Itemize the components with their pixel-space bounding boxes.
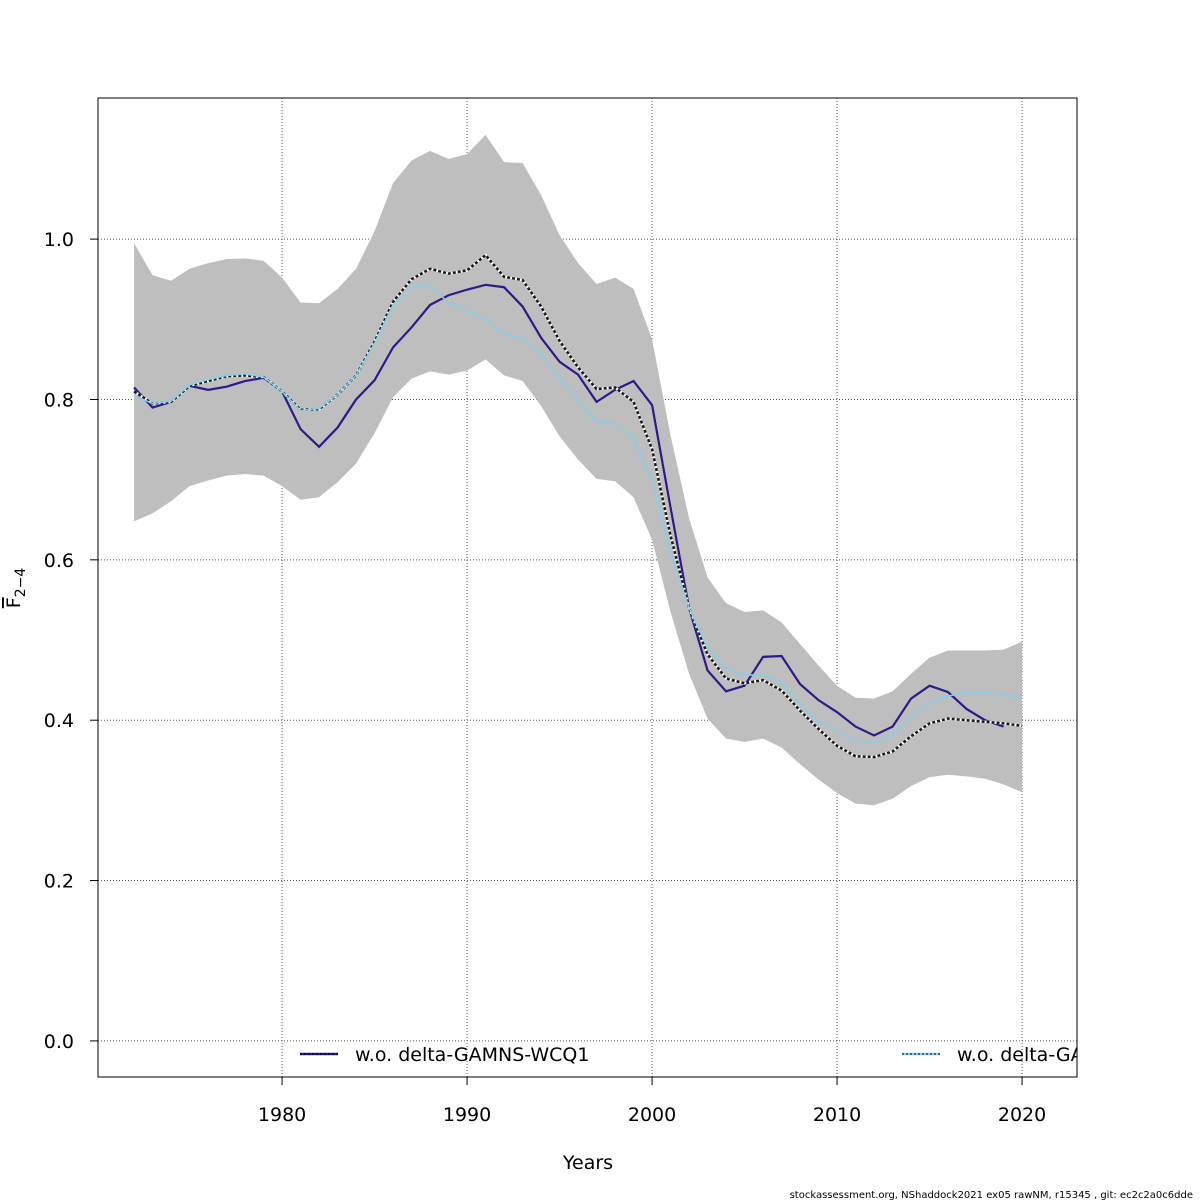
y-tick-label: 0.8	[44, 389, 74, 411]
x-tick-label: 1980	[258, 1104, 306, 1126]
x-tick-label: 2000	[628, 1104, 676, 1126]
confidence-band	[134, 134, 1023, 806]
legend-label: w.o. delta-GAMNS-WCQ1	[355, 1044, 589, 1066]
x-tick-label: 2020	[998, 1104, 1046, 1126]
x-tick-label: 1990	[443, 1104, 491, 1126]
y-tick-label: 0.2	[44, 871, 74, 893]
x-axis: 1980 1990 2000 2010 2020	[258, 1077, 1046, 1126]
y-tick-label: 0.0	[44, 1031, 74, 1053]
plot-frame	[97, 97, 1078, 1078]
x-tick-label: 2010	[813, 1104, 861, 1126]
y-axis: 0.0 0.2 0.4 0.6 0.8 1.0	[44, 229, 98, 1053]
y-tick-label: 0.4	[44, 710, 74, 732]
legend: w.o. delta-GAMNS-WCQ1 w.o. delta-GA	[300, 1044, 1084, 1066]
svg-text:F2−4: F2−4	[3, 568, 29, 609]
y-axis-label-main: F	[3, 597, 25, 608]
grid	[98, 98, 1077, 1077]
series-lines	[133, 253, 1023, 759]
footer-text: stockassessment.org, NShaddock2021 ex05 …	[790, 1190, 1193, 1200]
confidence-band-area	[134, 134, 1023, 806]
y-axis-label-subscript: 2−4	[13, 568, 29, 598]
series-line-ga	[133, 283, 1023, 744]
y-axis-label: F2−4	[3, 568, 29, 609]
series-line-reference	[133, 253, 1023, 759]
y-tick-label: 1.0	[44, 229, 74, 251]
legend-label: w.o. delta-GA	[957, 1044, 1084, 1066]
x-axis-label: Years	[562, 1152, 613, 1174]
y-tick-label: 0.6	[44, 550, 74, 572]
